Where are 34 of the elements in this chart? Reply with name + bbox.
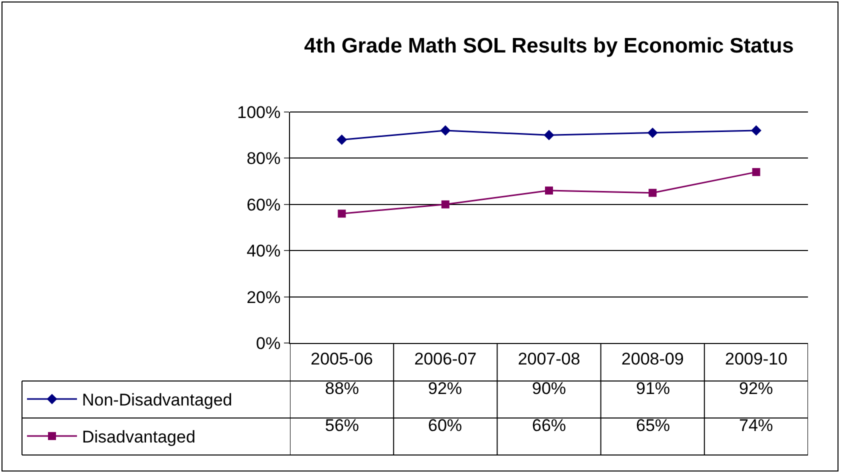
x-tick-label: 2009-10 <box>725 349 788 368</box>
chart-title: 4th Grade Math SOL Results by Economic Status <box>304 34 794 58</box>
point <box>338 210 346 218</box>
data-label: 90% <box>532 379 566 398</box>
x-tick-label: 2008-09 <box>621 349 684 368</box>
data-label: 91% <box>636 379 670 398</box>
point <box>752 168 760 176</box>
data-label: 60% <box>428 416 462 435</box>
point <box>648 188 657 197</box>
data-label: 92% <box>428 379 462 398</box>
data-label: 92% <box>739 379 774 398</box>
data-label: 74% <box>739 416 774 435</box>
y-tick-label: 60% <box>246 195 281 214</box>
data-label: 56% <box>325 416 360 435</box>
data-label: 66% <box>532 416 566 435</box>
point <box>647 128 658 138</box>
y-tick-label: 20% <box>246 288 281 307</box>
data-label: 65% <box>636 416 670 435</box>
y-tick-label: 0% <box>256 334 281 353</box>
point <box>440 125 451 136</box>
y-tick-label: 100% <box>237 102 281 122</box>
x-tick-label: 2005-06 <box>310 349 373 368</box>
point <box>545 186 553 195</box>
point <box>544 130 554 140</box>
point <box>441 200 450 208</box>
point <box>336 134 347 145</box>
legend-label: Disadvantaged <box>82 428 196 447</box>
y-tick-label: 40% <box>246 242 281 261</box>
x-tick-label: 2007-08 <box>518 349 580 368</box>
y-tick-label: 80% <box>246 149 281 168</box>
data-label: 88% <box>325 379 360 398</box>
x-tick-label: 2006-07 <box>414 349 477 368</box>
legend-label: Non-Disadvantaged <box>82 390 232 410</box>
point <box>751 125 762 136</box>
